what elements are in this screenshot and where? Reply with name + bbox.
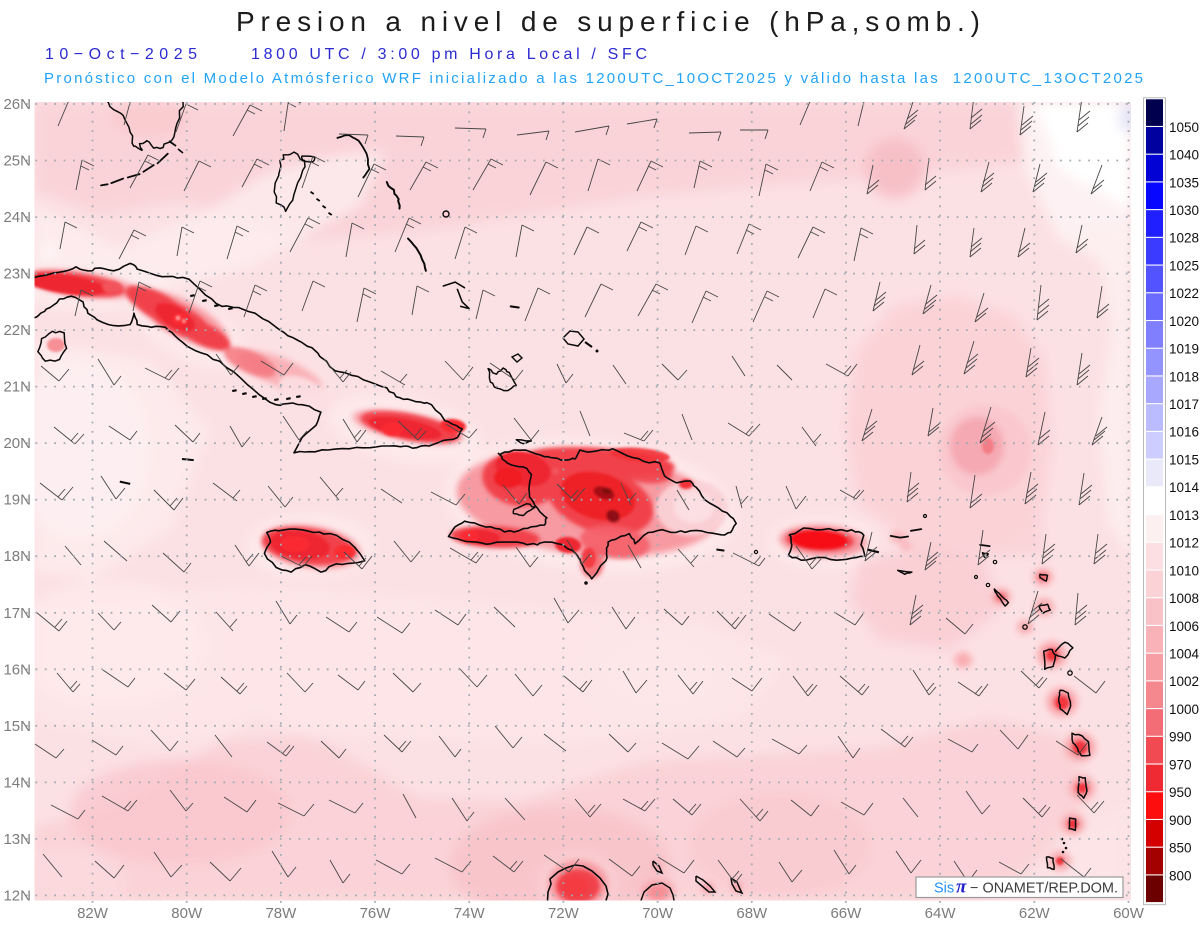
svg-text:− ONAMET/REP.DOM.: − ONAMET/REP.DOM. [970, 881, 1118, 897]
svg-text:1022: 1022 [1169, 286, 1199, 301]
svg-text:π: π [956, 877, 967, 898]
svg-text:21N: 21N [3, 379, 31, 396]
svg-text:15N: 15N [3, 718, 31, 735]
svg-text:64W: 64W [925, 905, 957, 922]
svg-text:72W: 72W [548, 905, 580, 922]
svg-text:70W: 70W [642, 905, 674, 922]
svg-text:900: 900 [1169, 813, 1192, 828]
svg-text:970: 970 [1169, 757, 1192, 772]
svg-text:14N: 14N [3, 774, 31, 791]
svg-text:1018: 1018 [1169, 369, 1199, 384]
svg-text:25N: 25N [3, 153, 31, 170]
svg-text:1013: 1013 [1169, 508, 1199, 523]
svg-text:1028: 1028 [1169, 231, 1199, 246]
svg-text:68W: 68W [736, 905, 768, 922]
svg-text:1035: 1035 [1169, 175, 1199, 190]
svg-text:1025: 1025 [1169, 258, 1199, 273]
svg-text:1006: 1006 [1169, 619, 1199, 634]
svg-text:1017: 1017 [1169, 397, 1199, 412]
svg-text:80W: 80W [171, 905, 203, 922]
svg-text:1030: 1030 [1169, 203, 1199, 218]
svg-text:20N: 20N [3, 435, 31, 452]
svg-text:1014: 1014 [1169, 480, 1200, 495]
svg-text:10−Oct−2025: 10−Oct−2025 [45, 46, 197, 63]
svg-text:1010: 1010 [1169, 563, 1199, 578]
svg-text:16N: 16N [3, 661, 31, 678]
svg-text:13N: 13N [3, 831, 31, 848]
svg-text:19N: 19N [3, 492, 31, 509]
svg-text:1050: 1050 [1169, 120, 1199, 135]
svg-text:1004: 1004 [1169, 647, 1200, 662]
svg-text:1008: 1008 [1169, 591, 1199, 606]
svg-text:82W: 82W [77, 905, 109, 922]
svg-text:1002: 1002 [1169, 674, 1199, 689]
svg-text:76W: 76W [360, 905, 392, 922]
svg-text:1019: 1019 [1169, 342, 1199, 357]
svg-text:1000: 1000 [1169, 702, 1199, 717]
svg-text:1040: 1040 [1169, 148, 1199, 163]
svg-text:1020: 1020 [1169, 314, 1199, 329]
svg-text:1800 UTC / 3:00 pm Hora Local: 1800 UTC / 3:00 pm Hora Local / SFC [251, 46, 647, 63]
svg-text:23N: 23N [3, 266, 31, 283]
svg-text:78W: 78W [265, 905, 297, 922]
svg-text:60W: 60W [1113, 905, 1145, 922]
svg-text:1015: 1015 [1169, 453, 1199, 468]
svg-text:66W: 66W [830, 905, 862, 922]
svg-text:1012: 1012 [1169, 536, 1199, 551]
svg-text:Presion a nivel de superficie: Presion a nivel de superficie (hPa,somb.… [236, 6, 980, 37]
svg-text:74W: 74W [454, 905, 486, 922]
svg-text:800: 800 [1169, 868, 1192, 883]
svg-text:62W: 62W [1019, 905, 1051, 922]
svg-text:Pronóstico con el Modelo Atmós: Pronóstico con el Modelo Atmósferico WRF… [44, 70, 1143, 87]
svg-text:850: 850 [1169, 841, 1192, 856]
svg-text:22N: 22N [3, 322, 31, 339]
svg-text:1016: 1016 [1169, 425, 1199, 440]
svg-text:12N: 12N [3, 887, 31, 904]
svg-text:24N: 24N [3, 209, 31, 226]
svg-text:Sis: Sis [934, 881, 954, 897]
svg-text:17N: 17N [3, 605, 31, 622]
svg-text:990: 990 [1169, 730, 1192, 745]
svg-text:950: 950 [1169, 785, 1192, 800]
svg-text:26N: 26N [3, 96, 31, 113]
svg-text:18N: 18N [3, 548, 31, 565]
